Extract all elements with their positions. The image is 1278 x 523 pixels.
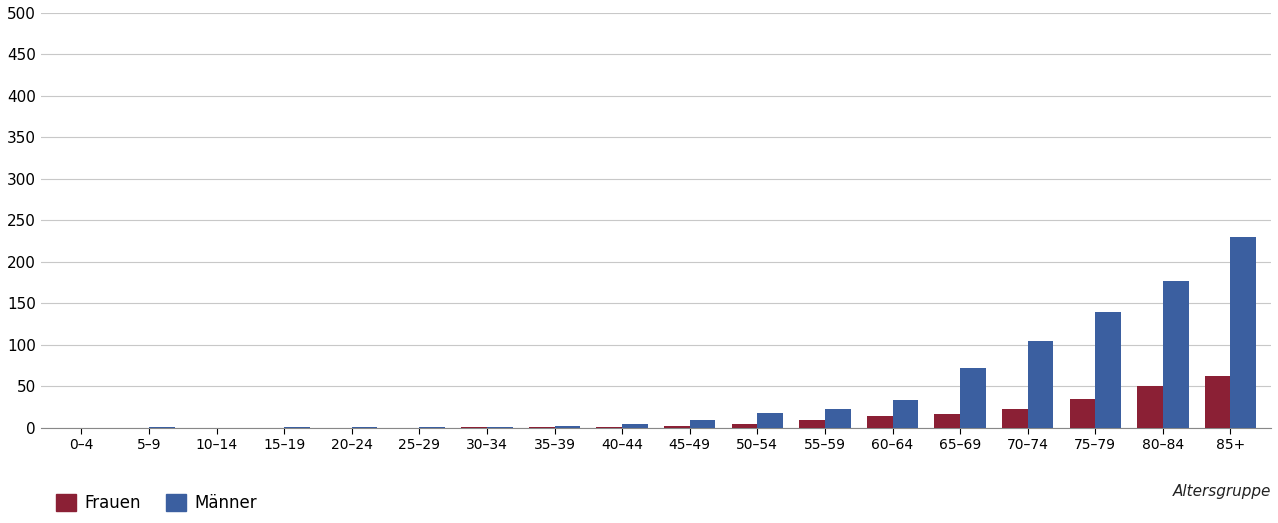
Bar (892, 401, 918, 428)
Bar (758, 413, 783, 428)
Bar (487, 427, 512, 428)
Bar (622, 424, 648, 428)
Legend: Frauen, Männer: Frauen, Männer (49, 487, 263, 519)
Bar (665, 426, 690, 428)
Bar (1028, 342, 1053, 428)
Bar (731, 424, 758, 428)
Bar (597, 427, 622, 428)
Bar (555, 426, 580, 428)
Bar (1002, 410, 1028, 428)
Bar (1070, 399, 1095, 428)
Text: Altersgruppe: Altersgruppe (1173, 484, 1272, 499)
Bar (1095, 312, 1121, 428)
Bar (690, 420, 716, 428)
Bar (1137, 386, 1163, 428)
Bar (799, 420, 824, 428)
Bar (1205, 377, 1231, 428)
Bar (960, 368, 985, 428)
Bar (824, 408, 851, 428)
Bar (866, 416, 892, 428)
Bar (934, 414, 960, 428)
Bar (1163, 281, 1189, 428)
Bar (1231, 237, 1256, 428)
